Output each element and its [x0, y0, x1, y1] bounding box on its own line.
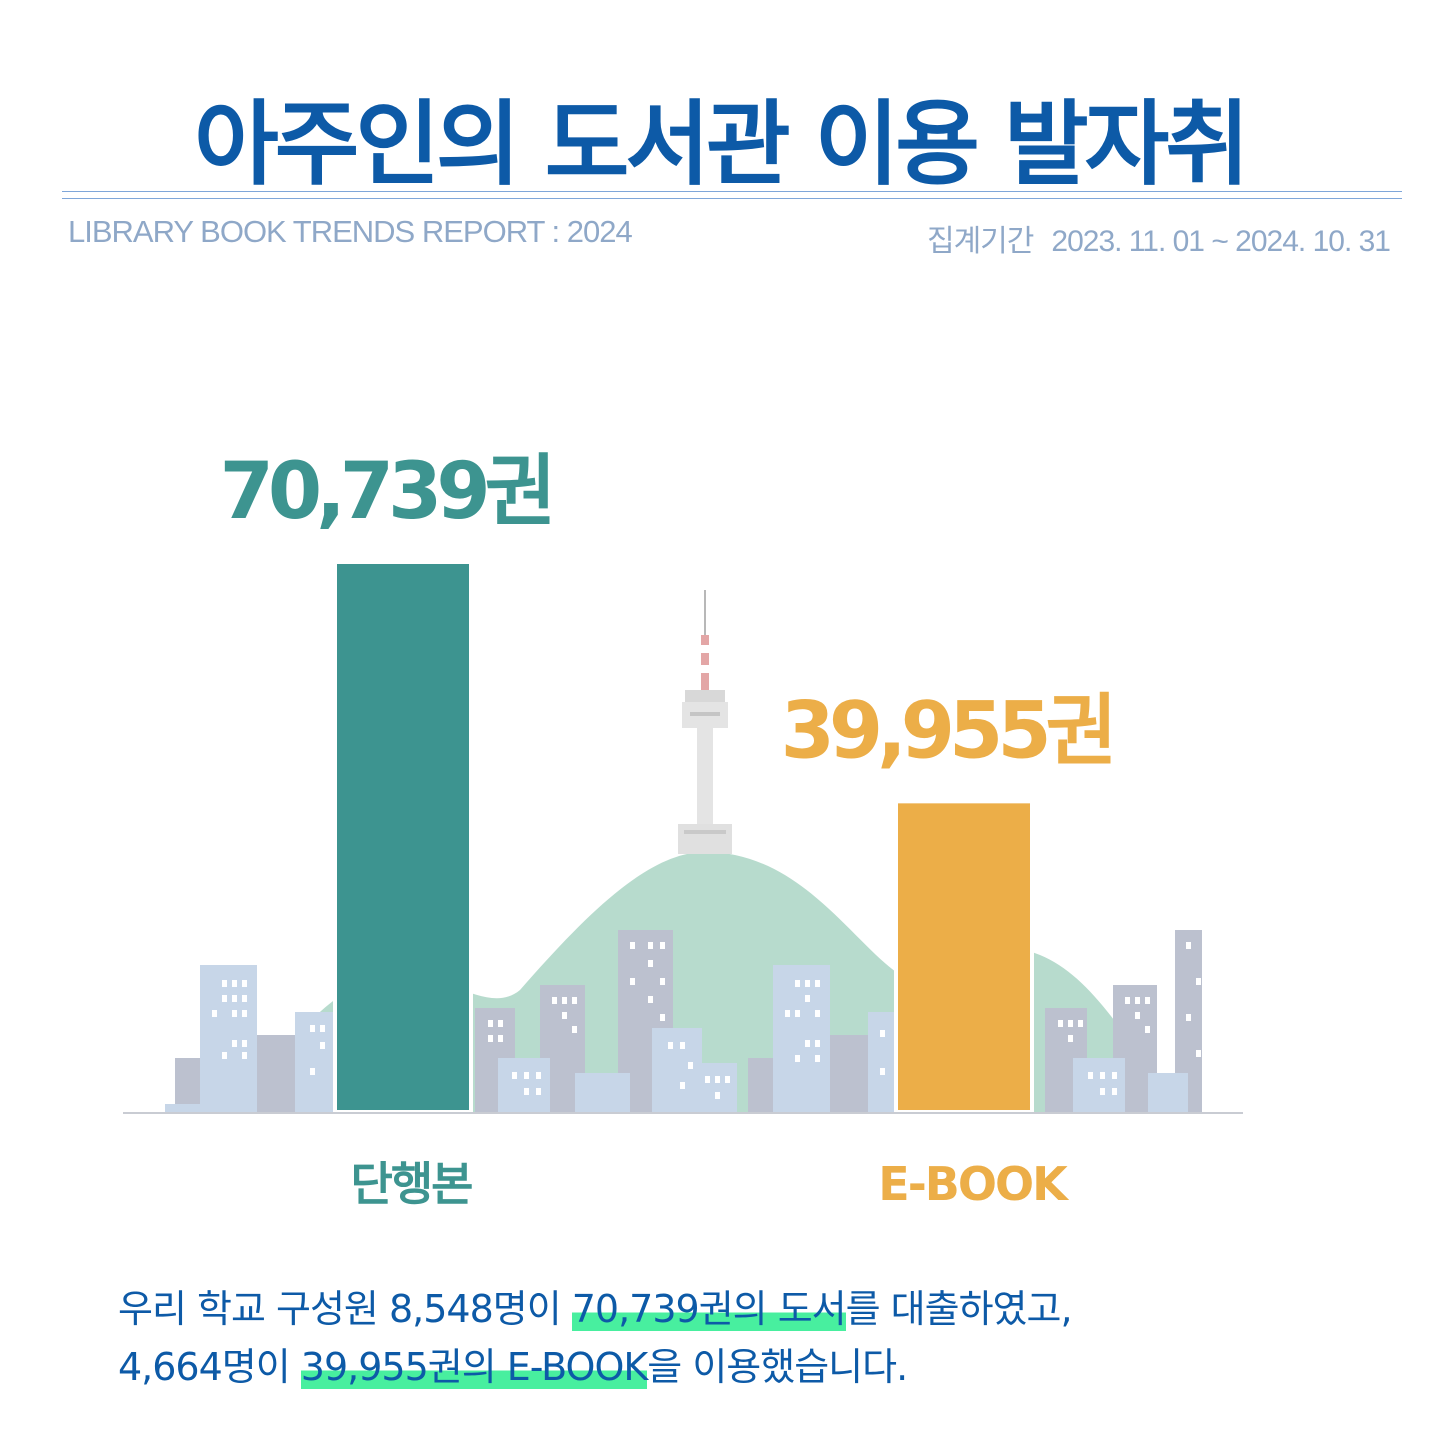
category-label-ebook: E-BOOK: [878, 1157, 1070, 1211]
header-divider-top: [62, 191, 1402, 192]
summary-line-1-rest: 를 대출하였고,: [845, 1287, 1073, 1331]
summary-line-2-rest: 을 이용했습니다.: [647, 1345, 908, 1389]
report-subtitle: LIBRARY BOOK TRENDS REPORT : 2024: [68, 214, 633, 249]
header-divider-bottom: [62, 198, 1402, 199]
summary-line-1: 우리 학교 구성원 8,548명이 70,739권의 도서를 대출하였고,: [118, 1280, 1073, 1338]
bar-ebook: [894, 799, 1034, 1114]
summary-line-2: 4,664명이 39,955권의 E-BOOK을 이용했습니다.: [118, 1338, 1072, 1396]
value-label-book: 70,739권: [220, 447, 551, 537]
period: 집계기간 2023. 11. 01 ~ 2024. 10. 31: [926, 216, 1391, 260]
period-label: 집계기간: [926, 225, 1034, 258]
value-label-ebook: 39,955권: [781, 686, 1112, 776]
category-labels-group: 단행본 E-BOOK: [351, 1157, 1073, 1211]
bar-book: [333, 560, 473, 1114]
summary-line-1-highlight: 70,739권의 도서: [571, 1287, 847, 1331]
summary-line-1-text: 우리 학교 구성원 8,548명이: [118, 1287, 572, 1331]
summary-line-2-highlight: 39,955권의 E-BOOK: [300, 1345, 648, 1389]
summary-line-2-text: 4,664명이: [118, 1345, 301, 1389]
value-labels-group: 70,739권 39,955권: [220, 447, 1118, 776]
bars-group: [333, 560, 1034, 1114]
cityscape-illustration: [165, 590, 1202, 1112]
summary-text: 우리 학교 구성원 8,548명이 70,739권의 도서를 대출하였고, 4,…: [118, 1280, 1073, 1396]
period-value: 2023. 11. 01 ~ 2024. 10. 31: [1051, 225, 1391, 258]
page-title: 아주인의 도서관 이용 발자취: [194, 91, 1250, 198]
category-label-book: 단행본: [351, 1157, 473, 1211]
